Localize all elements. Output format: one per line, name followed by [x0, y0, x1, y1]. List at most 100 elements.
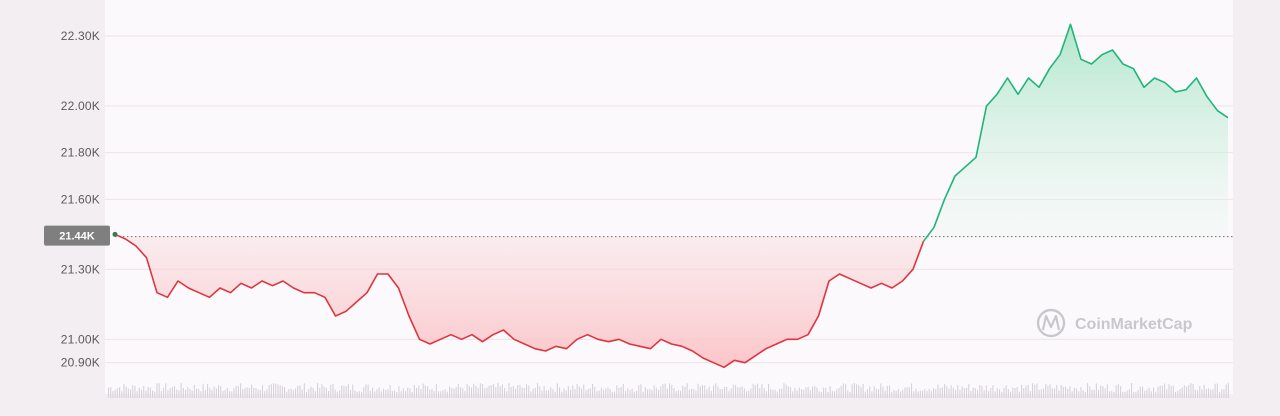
- volume-bar: [539, 386, 540, 398]
- volume-bar: [297, 386, 298, 398]
- volume-bar: [302, 390, 303, 398]
- volume-bar: [810, 390, 811, 398]
- volume-bar: [1036, 384, 1037, 398]
- volume-bar: [242, 389, 243, 398]
- volume-bar: [550, 387, 551, 398]
- volume-bar: [517, 385, 518, 398]
- volume-bar: [907, 387, 908, 398]
- volume-bar: [473, 384, 474, 398]
- volume-bar: [134, 386, 135, 398]
- volume-bar: [902, 390, 903, 398]
- volume-bar: [645, 387, 646, 398]
- volume-bar: [482, 384, 483, 398]
- volume-bar: [506, 391, 507, 398]
- volume-bar: [724, 387, 725, 398]
- volume-bar: [357, 392, 358, 398]
- volume-bar: [805, 387, 806, 398]
- volume-bar: [112, 391, 113, 398]
- volume-bar: [425, 386, 426, 399]
- volume-bar: [753, 384, 754, 398]
- volume-bar: [350, 390, 351, 398]
- volume-bar: [407, 388, 408, 398]
- volume-bar: [629, 390, 630, 398]
- volume-bar: [1175, 392, 1176, 398]
- volume-bar: [830, 386, 831, 398]
- volume-bar: [1157, 387, 1158, 398]
- volume-bar: [843, 383, 844, 398]
- volume-bar: [1160, 386, 1161, 398]
- volume-bar: [161, 391, 162, 398]
- volume-bar: [1012, 388, 1013, 399]
- volume-bar: [1144, 391, 1145, 398]
- volume-bar: [997, 388, 998, 398]
- volume-bar: [832, 391, 833, 398]
- volume-bar: [854, 383, 855, 398]
- volume-bar: [588, 389, 589, 398]
- volume-bar: [1122, 392, 1123, 398]
- volume-bar: [1067, 389, 1068, 398]
- y-tick-label: 20.90K: [61, 356, 100, 370]
- volume-bar: [695, 391, 696, 398]
- volume-bar: [1193, 384, 1194, 398]
- volume-bar: [176, 390, 177, 399]
- volume-bar: [673, 388, 674, 398]
- volume-bar: [1056, 385, 1057, 398]
- volume-bar: [170, 388, 171, 398]
- volume-bar: [568, 386, 569, 398]
- volume-bar: [1094, 390, 1095, 398]
- volume-bar: [115, 390, 116, 398]
- volume-bar: [1226, 385, 1227, 399]
- volume-bar: [722, 389, 723, 398]
- volume-bar: [1199, 386, 1200, 398]
- volume-bar: [821, 392, 822, 398]
- volume-bar: [1010, 392, 1011, 398]
- volume-bar: [559, 387, 560, 398]
- volume-bar: [159, 383, 160, 398]
- volume-bar: [440, 391, 441, 398]
- volume-bar: [361, 392, 362, 398]
- volume-bar: [933, 388, 934, 398]
- volume-bar: [676, 391, 677, 398]
- volume-bar: [852, 384, 853, 398]
- volume-bar: [975, 388, 976, 398]
- volume-bar: [768, 384, 769, 398]
- volume-bar: [348, 384, 349, 398]
- volume-bar: [1131, 383, 1132, 398]
- volume-bar: [893, 390, 894, 398]
- volume-bar: [156, 384, 157, 399]
- volume-bar: [654, 385, 655, 398]
- volume-bar: [680, 391, 681, 398]
- volume-bar: [803, 390, 804, 398]
- volume-bar: [658, 390, 659, 398]
- volume-bar: [321, 384, 322, 398]
- volume-bar: [596, 391, 597, 398]
- volume-bar: [126, 387, 127, 398]
- volume-bar: [592, 384, 593, 398]
- volume-bar: [462, 388, 463, 398]
- volume-bar: [497, 383, 498, 398]
- volume-bar: [863, 384, 864, 398]
- volume-bar: [563, 389, 564, 399]
- volume-bar: [935, 389, 936, 398]
- volume-bar: [1162, 386, 1163, 398]
- volume-bar: [515, 389, 516, 399]
- volume-bar: [1133, 392, 1134, 398]
- volume-bar: [808, 387, 809, 398]
- volume-bar: [913, 391, 914, 398]
- volume-bar: [1195, 390, 1196, 398]
- volume-bar: [904, 388, 905, 399]
- volume-bar: [786, 385, 787, 398]
- volume-bar: [280, 385, 281, 398]
- volume-bar: [484, 388, 485, 398]
- volume-bar: [533, 389, 534, 398]
- volume-bar: [299, 385, 300, 398]
- volume-bar: [990, 388, 991, 398]
- volume-bar: [1008, 389, 1009, 398]
- volume-bar: [594, 387, 595, 398]
- volume-bar: [343, 386, 344, 398]
- volume-bar: [858, 385, 859, 398]
- volume-bar: [486, 388, 487, 399]
- volume-bar: [284, 387, 285, 398]
- volume-bar: [953, 388, 954, 398]
